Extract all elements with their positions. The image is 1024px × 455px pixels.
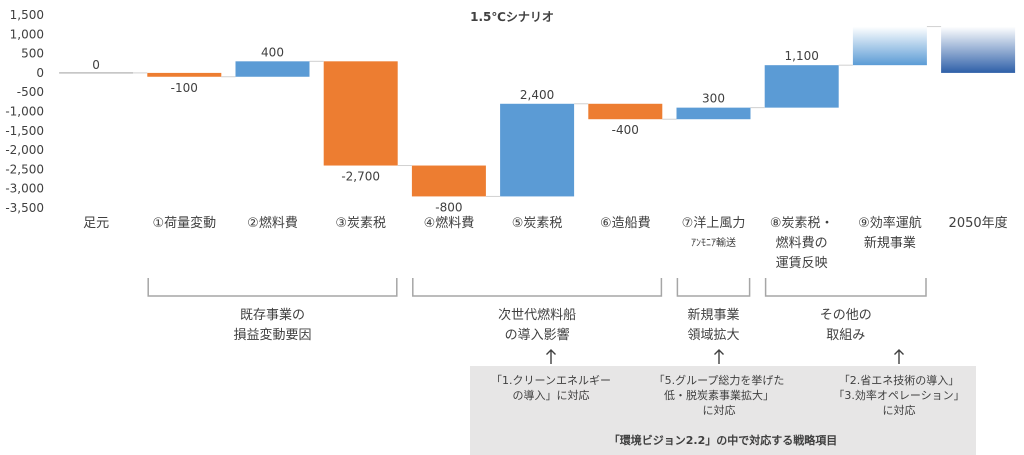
group-bracket — [412, 278, 663, 297]
data-label: -100 — [171, 81, 198, 95]
group-brackets — [147, 278, 927, 297]
x-label-line: 2050年度 — [948, 216, 1008, 231]
x-label: ①荷量変動 — [142, 214, 226, 234]
x-label: 足元 — [54, 214, 138, 234]
data-label: 1,100 — [785, 49, 819, 63]
bar-6 — [500, 103, 575, 197]
group-label-line: 取組み — [826, 328, 866, 343]
group-bracket — [147, 278, 398, 297]
group-label: 既存事業の損益変動要因 — [183, 306, 363, 346]
strategy-note: 「5.グループ総力を挙げた 低・脱炭素事業拡大」 に対応 — [634, 373, 804, 418]
bar-2 — [147, 72, 222, 77]
data-label: 2,400 — [520, 88, 554, 102]
bar-7 — [588, 103, 663, 120]
x-label: ⑧炭素税・燃料費の運賃反映 — [760, 214, 844, 274]
connectors — [133, 26, 942, 197]
data-label: -2,700 — [341, 170, 380, 184]
bar-5 — [411, 165, 486, 197]
y-tick-label: -3,500 — [5, 201, 44, 215]
x-label-line: ②燃料費 — [247, 216, 298, 231]
bars — [59, 26, 1016, 197]
x-label-line: ④燃料費 — [423, 216, 475, 231]
y-tick-label: -1,000 — [5, 105, 44, 119]
group-label-line: 新規事業 — [687, 308, 740, 323]
x-label-line: 燃料費の — [775, 236, 828, 251]
x-label-line: 新規事業 — [863, 236, 916, 251]
strategy-note-line: 低・脱炭素事業拡大」 — [664, 389, 774, 402]
x-label: ④燃料費 — [407, 214, 491, 234]
y-tick-label: -500 — [17, 85, 44, 99]
data-label: -800 — [435, 200, 462, 214]
strategy-panel: 「環境ビジョン2.2」の中で対応する戦略項目 「1.クリーンエネルギー の導入」に… — [470, 366, 976, 455]
group-bracket — [676, 278, 751, 297]
strategy-note: 「1.クリーンエネルギー の導入」に対応 — [466, 373, 636, 403]
x-label-line: ⑧炭素税・ — [769, 216, 834, 231]
up-arrow-icon — [546, 349, 556, 364]
x-label: ③炭素税 — [319, 214, 403, 234]
up-arrow-icon — [894, 349, 904, 364]
group-label: 次世代燃料船 の導入影響 — [447, 306, 627, 346]
group-label-line: 損益変動要因 — [233, 328, 312, 343]
y-tick-label: 1,500 — [10, 8, 44, 22]
strategy-note-line: に対応 — [882, 404, 916, 417]
x-label-line: ⑤炭素税 — [511, 216, 563, 231]
x-label-line: ⑥造船費 — [599, 216, 651, 231]
strategy-note-line: 「1.クリーンエネルギー — [491, 374, 611, 387]
x-label: ⑨効率運航新規事業 — [848, 214, 932, 254]
x-label: ⑥造船費 — [583, 214, 667, 234]
group-label-line: 領域拡大 — [687, 328, 740, 343]
y-tick-label: -2,500 — [5, 162, 44, 176]
strategy-note: 「2.省エネ技術の導入」 「3.効率オペレーション」 に対応 — [814, 373, 984, 418]
up-arrow-icon — [714, 349, 724, 364]
strategy-note-line: の導入」に対応 — [512, 389, 590, 402]
bar-3 — [235, 61, 310, 77]
strategy-note-line: 「3.効率オペレーション」 — [833, 389, 965, 402]
x-label-line: ③炭素税 — [335, 216, 387, 231]
group-label-line: の導入影響 — [504, 328, 570, 343]
waterfall-chart: 1.5℃シナリオ 1,500 1,000 500 0 -500 -1,000 -1,500 -… — [5, 8, 1016, 297]
group-label-line: 既存事業の — [239, 308, 305, 323]
strategy-caption: 「環境ビジョン2.2」の中で対応する戦略項目 — [608, 434, 838, 447]
data-label: 0 — [92, 58, 100, 72]
y-tick-label: -3,000 — [5, 182, 44, 196]
y-tick-label: 1,000 — [10, 27, 44, 41]
bar-8 — [676, 107, 751, 120]
group-label: 新規事業 領域拡大 — [624, 306, 804, 346]
chart-title: 1.5℃シナリオ — [470, 10, 554, 24]
group-label-line: 次世代燃料船 — [498, 308, 577, 323]
group-bracket — [764, 278, 927, 297]
strategy-note-line: に対応 — [702, 404, 736, 417]
y-tick-label: -2,000 — [5, 143, 44, 157]
x-label: ⑤炭素税 — [495, 214, 579, 234]
data-label: 300 — [702, 92, 725, 106]
x-label: ②燃料費 — [231, 214, 315, 234]
bar-10 — [852, 26, 927, 66]
strategy-note-line: 「2.省エネ技術の導入」 — [838, 374, 960, 387]
x-label-line: ⑨効率運航 — [858, 216, 922, 231]
x-label-line: 運賃反映 — [775, 256, 828, 271]
strategy-note-line: 「5.グループ総力を挙げた — [653, 374, 785, 387]
y-tick-label: 0 — [36, 66, 44, 80]
data-labels: 0 -100 400 -2,700 -800 2,400 -400 300 1,100 — [92, 45, 819, 214]
y-tick-label: 500 — [21, 47, 44, 61]
data-label: -400 — [612, 123, 639, 137]
x-label-line: ｱﾝﾓﾆｱ輸送 — [691, 238, 736, 249]
bar-9 — [764, 65, 839, 108]
x-label-line: 足元 — [83, 216, 110, 231]
x-label-line: ⑦洋上風力 — [681, 216, 746, 231]
bar-11 — [941, 26, 1016, 73]
x-label: 2050年度 — [936, 214, 1020, 234]
x-label: ⑦洋上風力 ｱﾝﾓﾆｱ輸送 — [672, 214, 756, 254]
y-tick-label: -1,500 — [5, 124, 44, 138]
x-label-line: ①荷量変動 — [152, 216, 217, 231]
data-label: 400 — [261, 45, 284, 59]
group-label: その他の 取組み — [756, 306, 936, 346]
group-label-line: その他の — [819, 308, 872, 323]
y-axis: 1,500 1,000 500 0 -500 -1,000 -1,500 -2,000 -2,5… — [5, 8, 44, 215]
bar-4 — [323, 61, 398, 166]
